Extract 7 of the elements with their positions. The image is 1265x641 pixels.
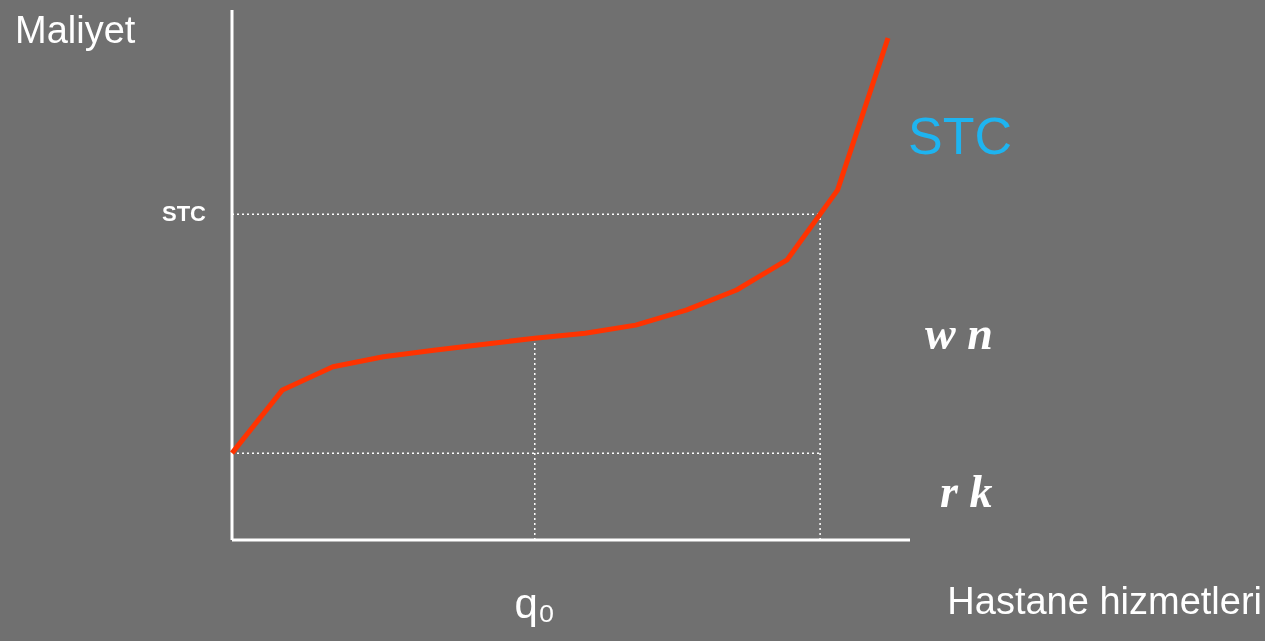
text: w n (925, 308, 993, 359)
text: q₀ (514, 580, 556, 627)
ref-line-label: STC (162, 201, 207, 227)
y-axis-title: Maliyet (15, 9, 136, 51)
text: r k (940, 466, 993, 517)
x-axis-title: Hastane hizmetleri (947, 580, 1262, 622)
series-label: STC (908, 107, 1012, 165)
